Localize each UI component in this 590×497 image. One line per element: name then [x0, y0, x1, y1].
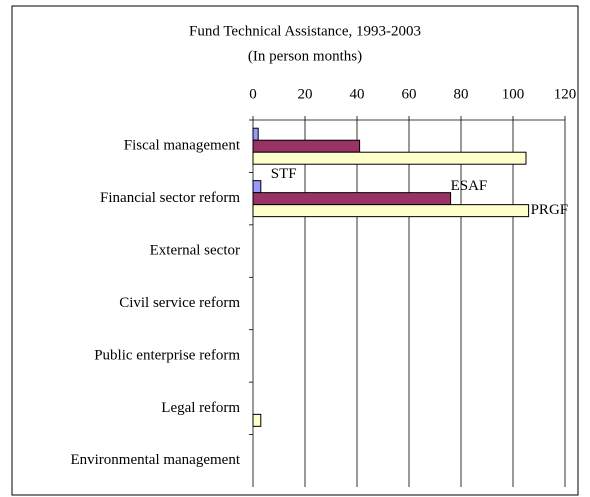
x-tick-label: 20	[298, 86, 313, 102]
bar	[252, 151, 527, 165]
x-tick-label: 100	[502, 86, 525, 102]
chart-title: Fund Technical Assistance, 1993-2003	[189, 23, 421, 39]
y-tick-label: Public enterprise reform	[94, 347, 240, 363]
bar	[252, 204, 530, 218]
y-tick-label: Financial sector reform	[100, 190, 240, 206]
bar	[252, 180, 262, 194]
x-tick-label: 0	[249, 86, 257, 102]
series-label: ESAF	[451, 178, 488, 194]
y-tick-label: Fiscal management	[124, 138, 241, 154]
x-tick-label: 80	[454, 86, 469, 102]
series-label: PRGF	[531, 202, 569, 218]
bar	[252, 413, 262, 427]
series-label: STF	[271, 166, 297, 182]
x-tick-label: 40	[350, 86, 365, 102]
x-tick-label: 120	[554, 86, 577, 102]
y-tick-label: Environmental management	[70, 452, 240, 468]
bar	[252, 139, 361, 153]
bar	[252, 192, 452, 206]
y-tick-label: Legal reform	[161, 400, 240, 416]
chart-subtitle: (In person months)	[248, 48, 362, 64]
y-tick-label: Civil service reform	[119, 295, 240, 311]
chart-border	[11, 5, 579, 496]
bar	[252, 127, 259, 141]
y-tick-label: External sector	[150, 243, 240, 259]
x-tick-label: 60	[402, 86, 417, 102]
